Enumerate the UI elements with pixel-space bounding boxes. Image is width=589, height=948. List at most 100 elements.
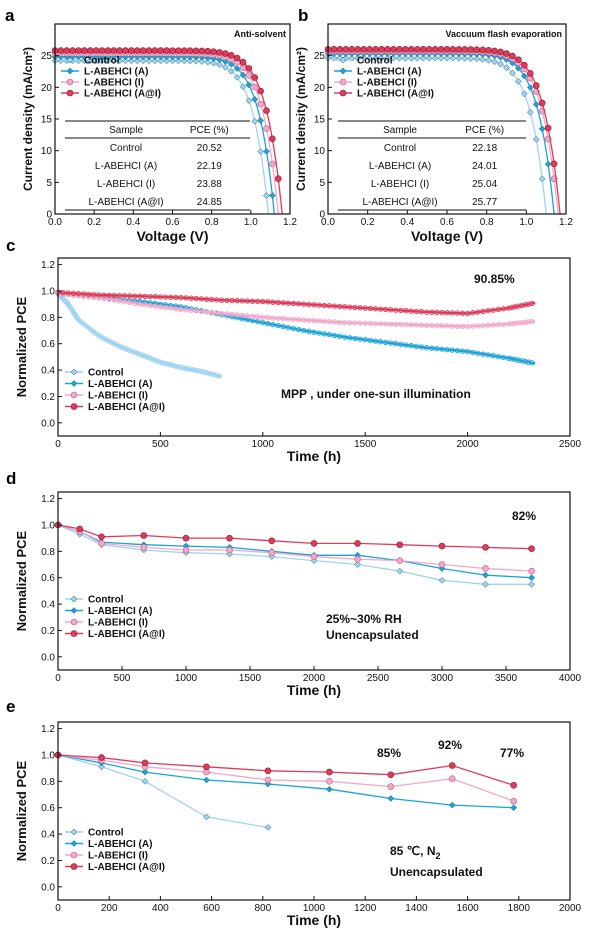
data-point	[519, 319, 525, 326]
x-tick-label: 1.0	[519, 217, 533, 228]
x-tick-label: 0	[55, 903, 61, 914]
jv-point	[431, 46, 439, 53]
data-point	[306, 317, 312, 323]
data-point	[454, 310, 461, 316]
x-tick-label: 1600	[456, 903, 479, 914]
data-point	[383, 321, 389, 327]
jv-point	[239, 64, 247, 71]
data-point	[362, 305, 368, 311]
panel-label: d	[6, 469, 16, 488]
data-point	[326, 318, 333, 325]
y-tick-label: 25	[41, 51, 53, 62]
jv-point	[186, 47, 194, 55]
data-point	[264, 776, 272, 784]
data-point	[357, 305, 363, 311]
data-point	[519, 358, 525, 364]
data-point	[116, 298, 123, 304]
data-point	[316, 330, 322, 336]
data-point	[182, 534, 190, 542]
table-cell: 22.18	[472, 143, 497, 154]
data-point	[193, 308, 199, 314]
data-point	[290, 325, 297, 332]
x-tick-label: 0.4	[126, 217, 140, 228]
y-tick-label: 0.2	[41, 392, 55, 403]
legend-entry: L-ABEHCI (A)	[357, 67, 421, 78]
legend-entry: Control	[88, 368, 124, 379]
data-point	[98, 533, 105, 541]
data-point	[367, 320, 373, 327]
table-cell: 25.77	[472, 197, 497, 208]
x-axis-label: Time (h)	[287, 912, 341, 928]
data-point	[398, 307, 404, 314]
jv-point	[110, 47, 118, 54]
legend-marker	[70, 403, 78, 410]
jv-point	[86, 57, 94, 65]
data-point	[129, 348, 135, 354]
jv-point	[75, 47, 82, 54]
panel-label: b	[298, 6, 308, 25]
pce-table: Sample PCE (%) Control 20.52 L-ABEHCI (A) 22.…	[65, 120, 250, 211]
data-point	[140, 544, 148, 551]
x-tick-label: 1500	[354, 439, 377, 450]
jv-point	[180, 47, 188, 54]
legend-entry: L-ABEHCI (A)	[88, 839, 152, 850]
data-point	[216, 373, 222, 379]
data-point	[347, 320, 353, 326]
jv-point	[449, 46, 457, 53]
data-point	[510, 804, 518, 812]
data-point	[439, 346, 445, 352]
data-point	[65, 290, 71, 296]
data-point	[354, 540, 361, 547]
data-point	[157, 294, 164, 300]
data-point	[408, 308, 414, 314]
data-point	[434, 309, 440, 316]
x-tick-label: 400	[152, 903, 169, 914]
data-point	[265, 299, 271, 305]
data-point	[342, 334, 348, 340]
table-cell: L-ABEHCI (A)	[95, 161, 157, 172]
data-point	[264, 824, 272, 831]
jv-point	[257, 100, 264, 108]
jv-point	[479, 56, 487, 63]
table-header: Sample	[383, 125, 417, 136]
jv-point	[274, 175, 282, 182]
data-point	[121, 345, 128, 351]
data-point	[214, 310, 220, 316]
data-point	[140, 532, 148, 539]
data-point	[512, 320, 518, 326]
y-tick-label: 5	[46, 178, 52, 189]
jv-point	[532, 82, 540, 89]
table-header: PCE (%)	[465, 125, 504, 136]
data-point	[500, 354, 507, 361]
data-point	[134, 350, 141, 356]
jv-point	[169, 47, 176, 54]
data-point	[482, 571, 489, 579]
data-point	[509, 320, 515, 327]
y-tick-label: 1.0	[41, 750, 55, 761]
data-point	[512, 304, 518, 310]
data-point	[285, 300, 292, 306]
x-axis-label: Time (h)	[287, 448, 341, 464]
y-tick-label: 1.0	[41, 520, 55, 531]
y-tick-label: 20	[314, 83, 326, 94]
jv-point	[233, 54, 241, 62]
jv-point	[198, 47, 206, 55]
jv-point	[378, 46, 385, 53]
data-point	[311, 302, 317, 308]
data-point	[509, 356, 515, 362]
data-point	[214, 372, 220, 378]
x-tick-label: 2500	[559, 439, 582, 450]
jv-point	[461, 55, 469, 62]
data-point	[139, 352, 146, 358]
legend-entry: Control	[88, 828, 124, 839]
y-tick-label: 1.2	[41, 724, 55, 735]
data-point	[482, 544, 489, 551]
jv-point	[467, 46, 475, 53]
jv-point	[92, 57, 100, 65]
x-tick-label: 3000	[431, 673, 454, 684]
data-point	[475, 323, 481, 329]
data-point	[449, 347, 455, 353]
data-point	[111, 292, 117, 299]
jv-point	[521, 61, 528, 69]
